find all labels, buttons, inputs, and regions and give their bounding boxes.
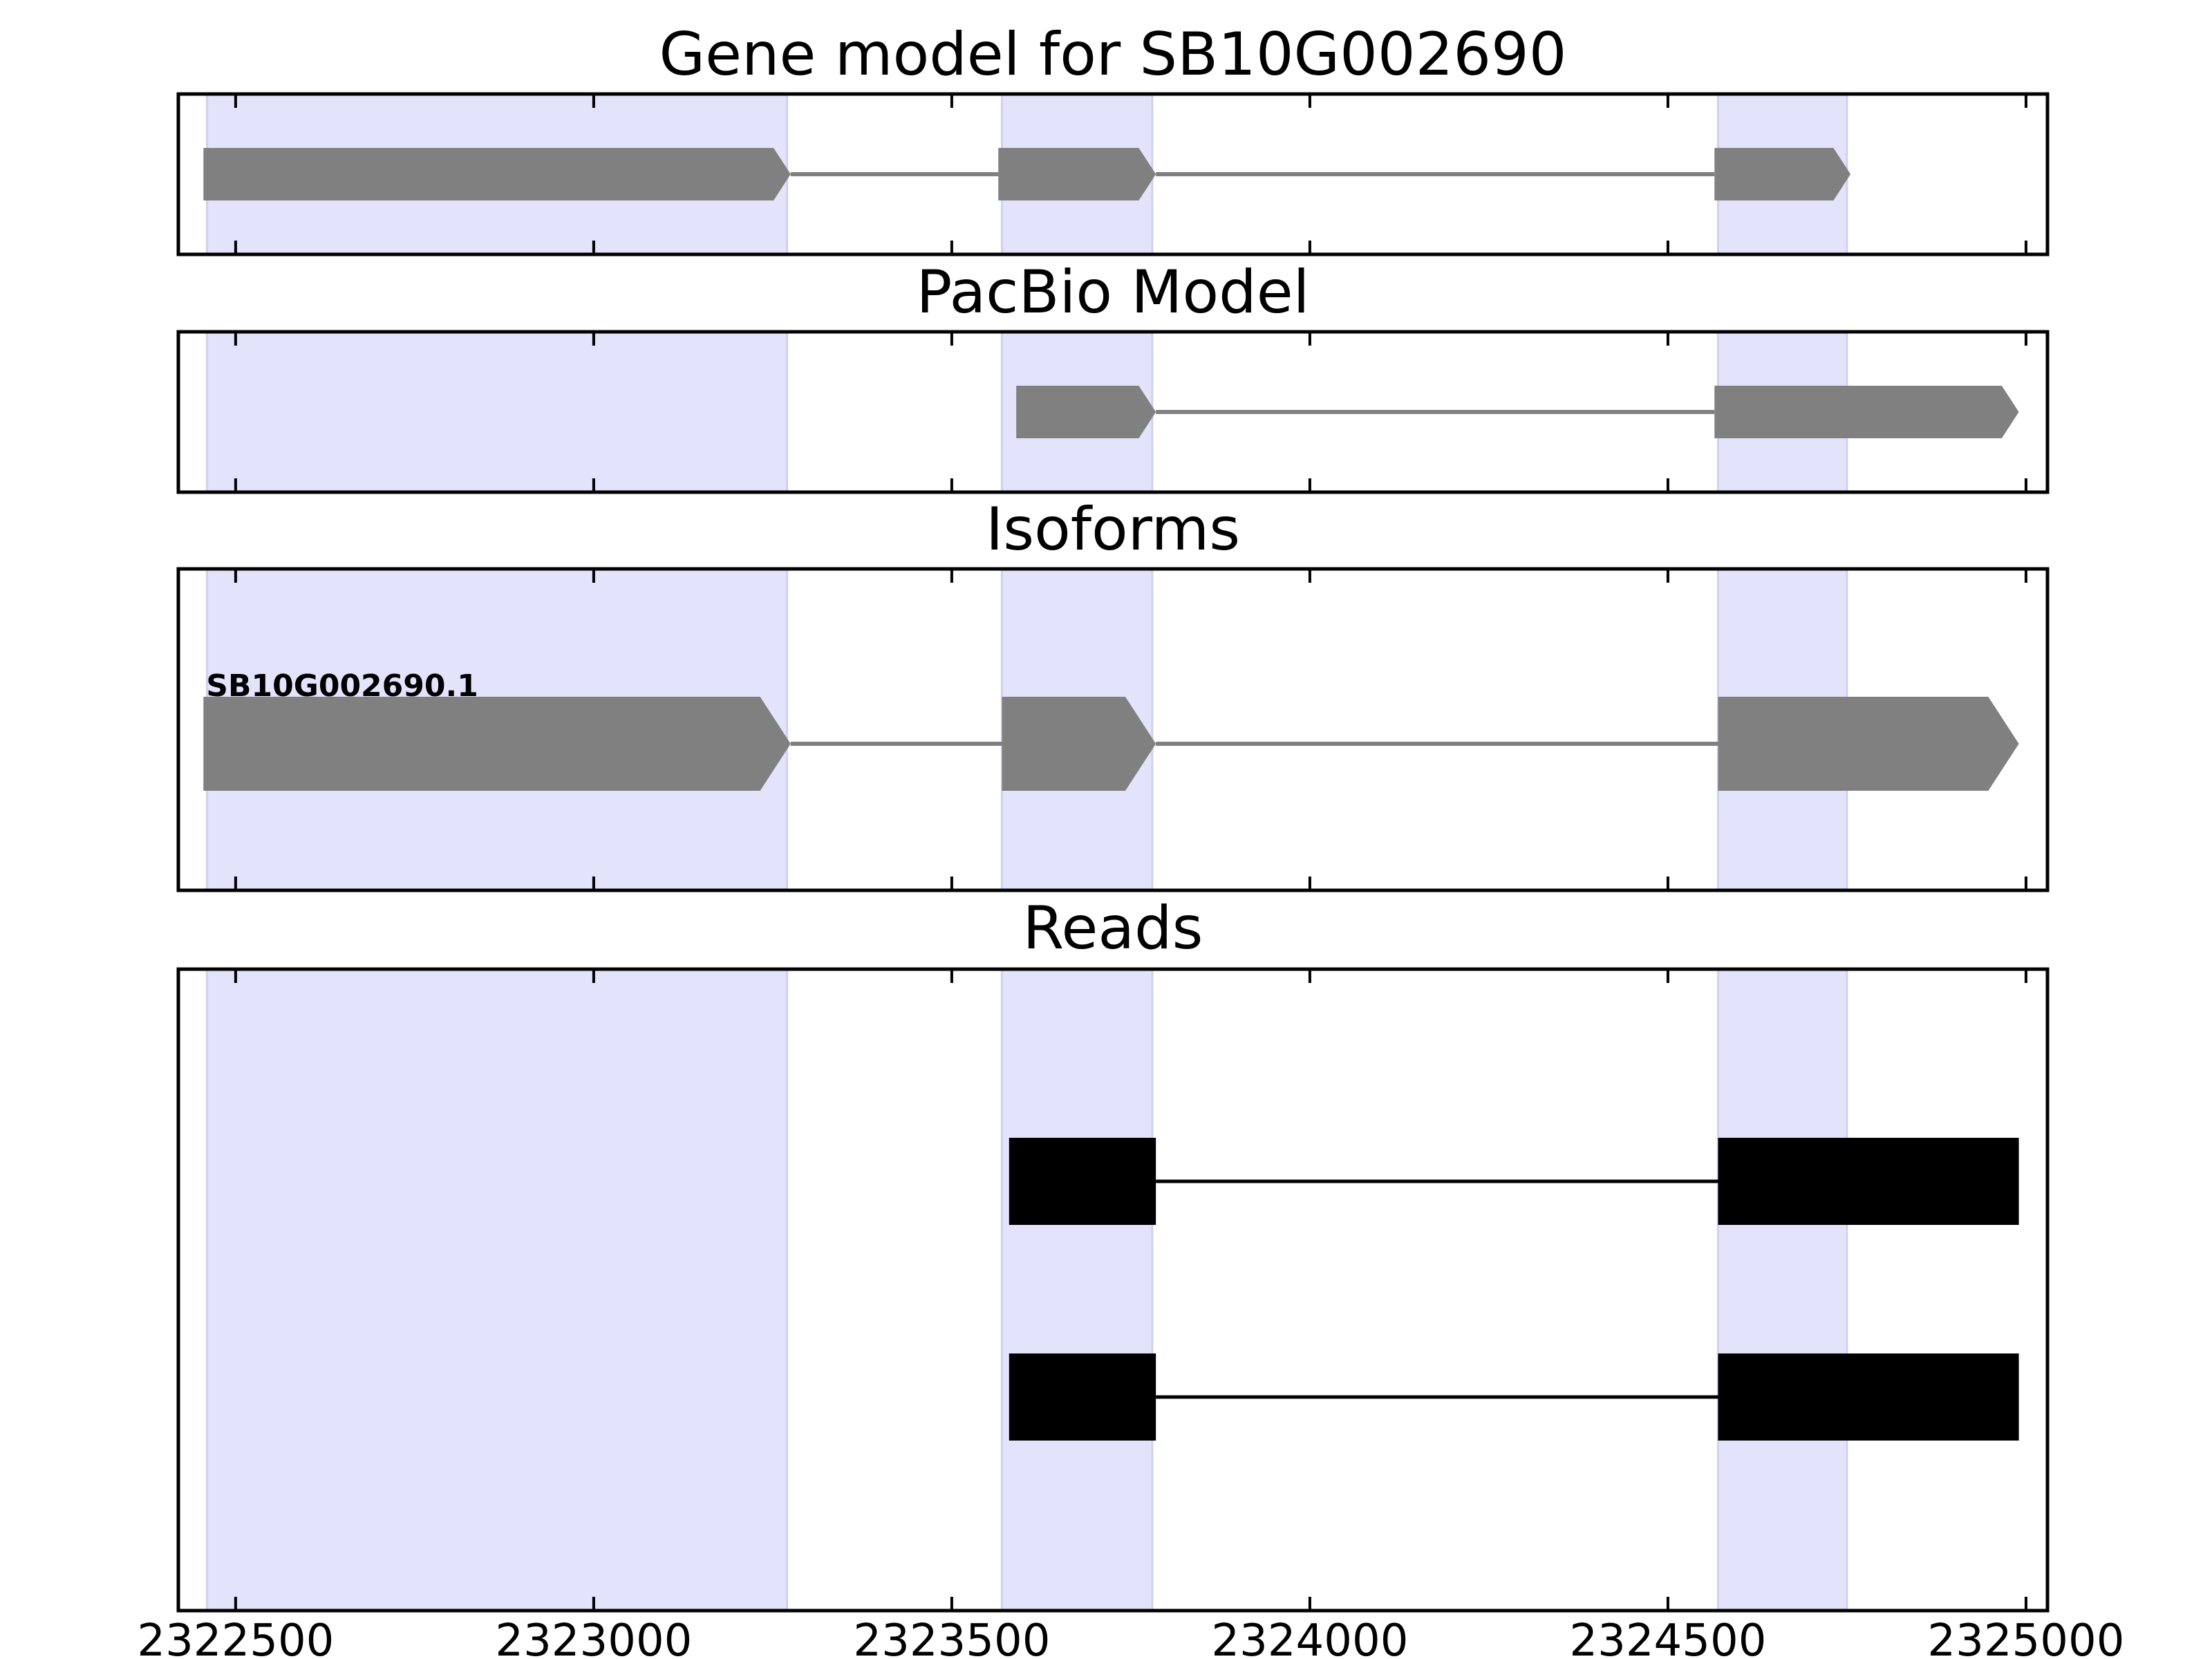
exon-block [203,148,791,200]
read-track [1009,1353,2019,1441]
panel-2: PacBio Model [176,258,2050,494]
x-tick-label: 2323500 [853,1615,1050,1659]
x-axis: 2322500 2323000 2323500 2324000 2324500 23250… [137,1615,2124,1659]
x-tick-label: 2324500 [1569,1615,1766,1659]
panel-title: Isoforms [986,495,1240,564]
exon-block [1718,697,2019,791]
gene-track: SB10G002690.1 [203,668,2019,791]
read-block [1009,1353,1156,1441]
exon-block [998,148,1156,200]
x-tick-label: 2322500 [137,1615,334,1659]
read-block [1009,1138,1156,1225]
gene-track [203,148,1851,200]
panel-title: Gene model for SB10G002690 [659,20,1567,89]
panel-title: PacBio Model [916,258,1309,327]
exon-block [1002,697,1156,791]
panel-4: Reads [176,894,2050,1613]
read-block [1718,1353,2019,1441]
panel-1: Gene model for SB10G002690 [176,20,2050,256]
exon-block [1016,386,1156,438]
panel-3: Isoforms SB10G002690.1 [176,495,2050,892]
exon-block [203,697,791,791]
x-tick-label: 2325000 [1927,1615,2124,1659]
gene-track [1016,386,2019,438]
isoform-label: SB10G002690.1 [206,668,478,704]
panel-frame [176,567,2050,892]
read-track [1009,1138,2019,1225]
exon-block [1714,148,1851,200]
panel-frame [176,330,2050,494]
read-block [1718,1138,2019,1225]
highlight-region [205,330,789,494]
panels-layer: Gene model for SB10G002690 PacBio Model Is… [176,20,2050,1613]
x-tick-label: 2323000 [495,1615,692,1659]
exon-block [1714,386,2019,438]
panel-frame [176,92,2050,256]
highlight-region [1000,968,1154,1612]
panel-title: Reads [1023,894,1203,963]
panel-frame [176,967,2050,1613]
x-tick-label: 2324000 [1211,1615,1408,1659]
highlight-region [1716,968,1848,1612]
highlight-region [205,968,789,1612]
